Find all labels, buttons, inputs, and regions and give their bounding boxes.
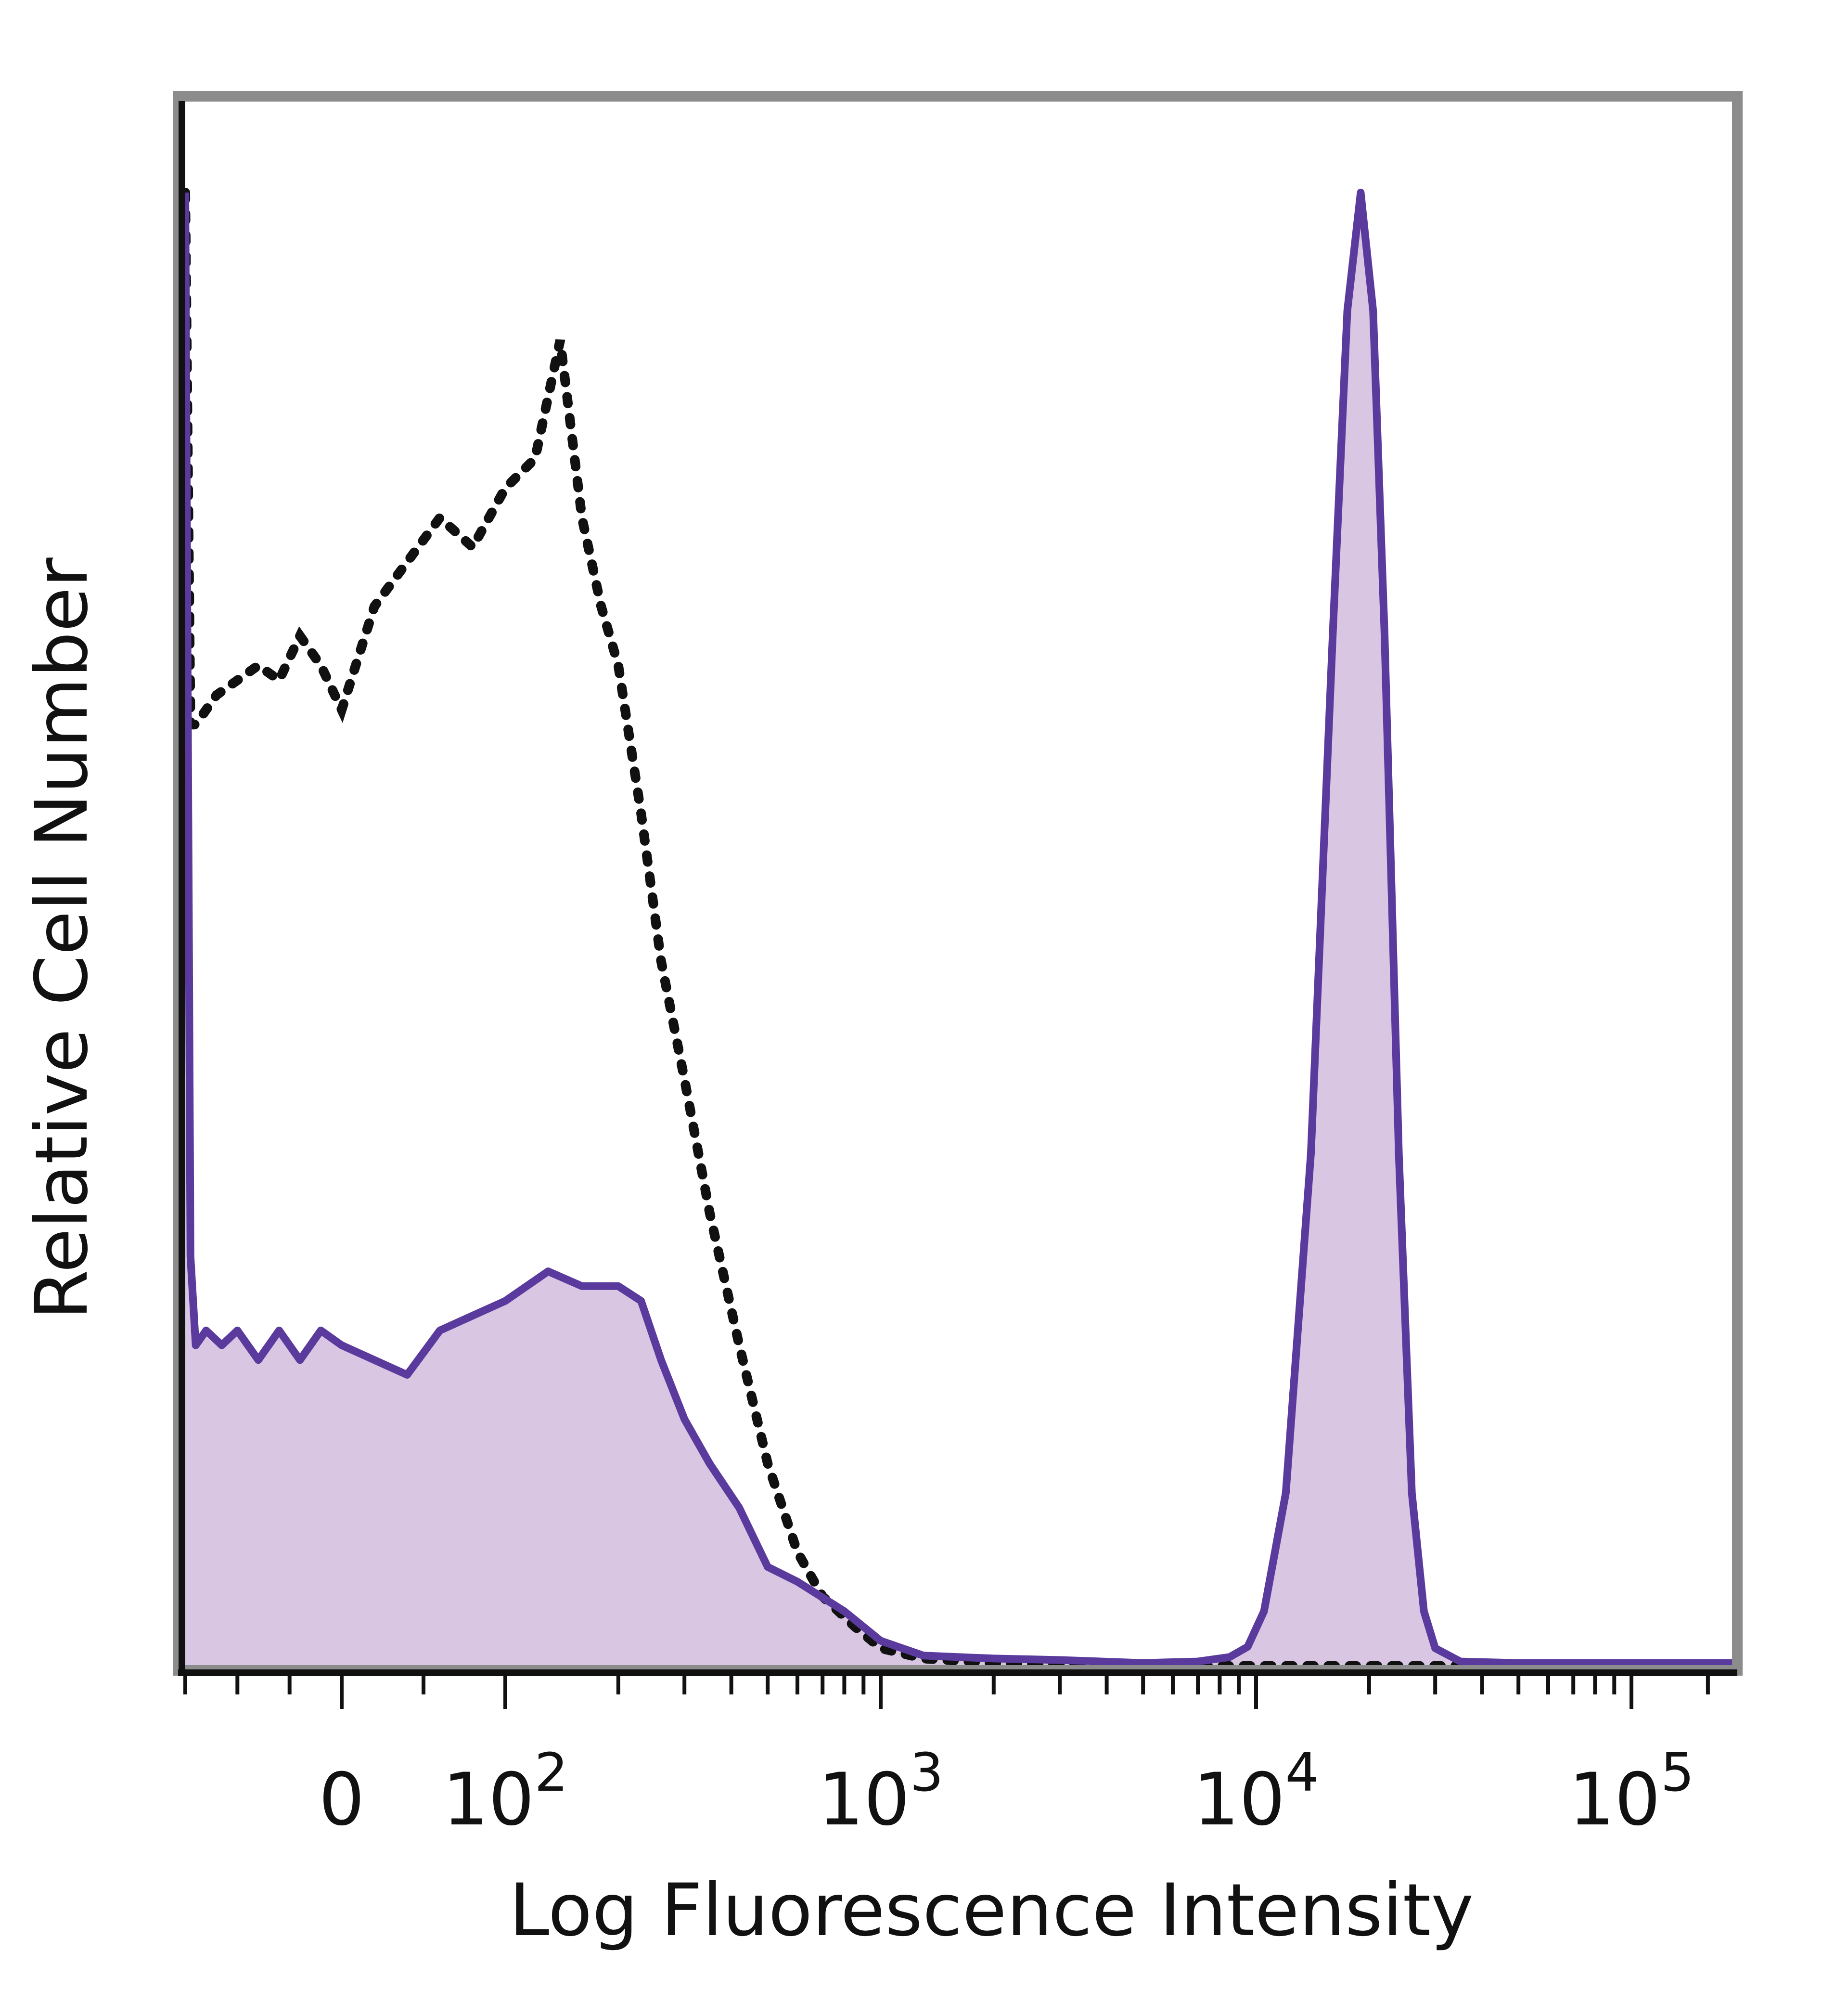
sample-histogram-fill: [185, 193, 1732, 1670]
x-tick-label-exponent: 4: [1285, 1742, 1319, 1803]
y-axis-title: Relative Cell Number: [20, 557, 104, 1320]
x-tick-label-base: 10: [1569, 1758, 1661, 1842]
x-tick-label: 103: [818, 1742, 944, 1842]
x-tick-label-exponent: 3: [910, 1742, 943, 1803]
x-tick-label-exponent: 2: [534, 1742, 568, 1803]
x-ticks: [183, 1675, 1710, 1709]
x-tick-label-base: 0: [319, 1758, 364, 1842]
x-tick-label-base: 10: [818, 1758, 910, 1842]
x-tick-label: 104: [1194, 1742, 1319, 1842]
x-tick-label: 0: [319, 1758, 364, 1842]
x-tick-label: 105: [1569, 1742, 1694, 1842]
x-tick-label: 102: [443, 1742, 568, 1842]
series-layer: [180, 188, 1737, 1671]
x-tick-label-base: 10: [443, 1758, 535, 1842]
sample-histogram-line: [181, 189, 1732, 1667]
x-tick-label-base: 10: [1194, 1758, 1285, 1842]
x-tick-label-exponent: 5: [1660, 1742, 1694, 1803]
x-tick-labels: 0 102 103 104 105: [319, 1742, 1694, 1842]
x-axis-title: Log Fluorescence Intensity: [509, 1869, 1474, 1952]
